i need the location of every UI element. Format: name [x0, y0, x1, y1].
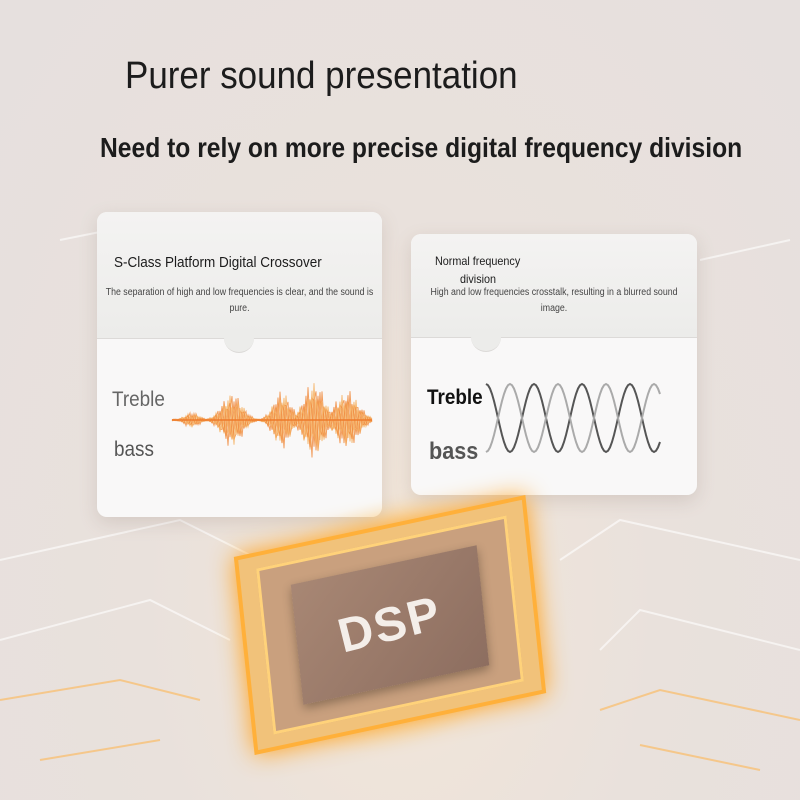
treble-label: Treble: [112, 388, 165, 411]
card-title-line2: division: [460, 272, 497, 286]
treble-wave: [485, 382, 661, 454]
crosstalk-waveform: [485, 382, 661, 454]
treble-label: Treble: [427, 386, 483, 409]
bass-label: bass: [429, 438, 479, 465]
card-title-line1: Normal frequency: [435, 254, 521, 268]
bass-label: bass: [114, 438, 154, 461]
card-header: [97, 212, 382, 339]
page-title: Purer sound presentation: [125, 55, 518, 97]
s-class-crossover-card: S-Class Platform Digital Crossover The s…: [97, 212, 382, 517]
card-title: S-Class Platform Digital Crossover: [114, 254, 322, 271]
separated-waveform: [171, 383, 373, 458]
card-header: [411, 234, 697, 338]
card-notch: [224, 338, 254, 353]
card-description: The separation of high and low frequenci…: [105, 287, 374, 314]
card-description: High and low frequencies crosstalk, resu…: [430, 287, 678, 314]
normal-division-card: Normal frequency division High and low f…: [411, 234, 697, 495]
page-subtitle: Need to rely on more precise digital fre…: [100, 132, 743, 163]
card-notch: [471, 337, 501, 352]
bass-wave: [485, 382, 661, 454]
